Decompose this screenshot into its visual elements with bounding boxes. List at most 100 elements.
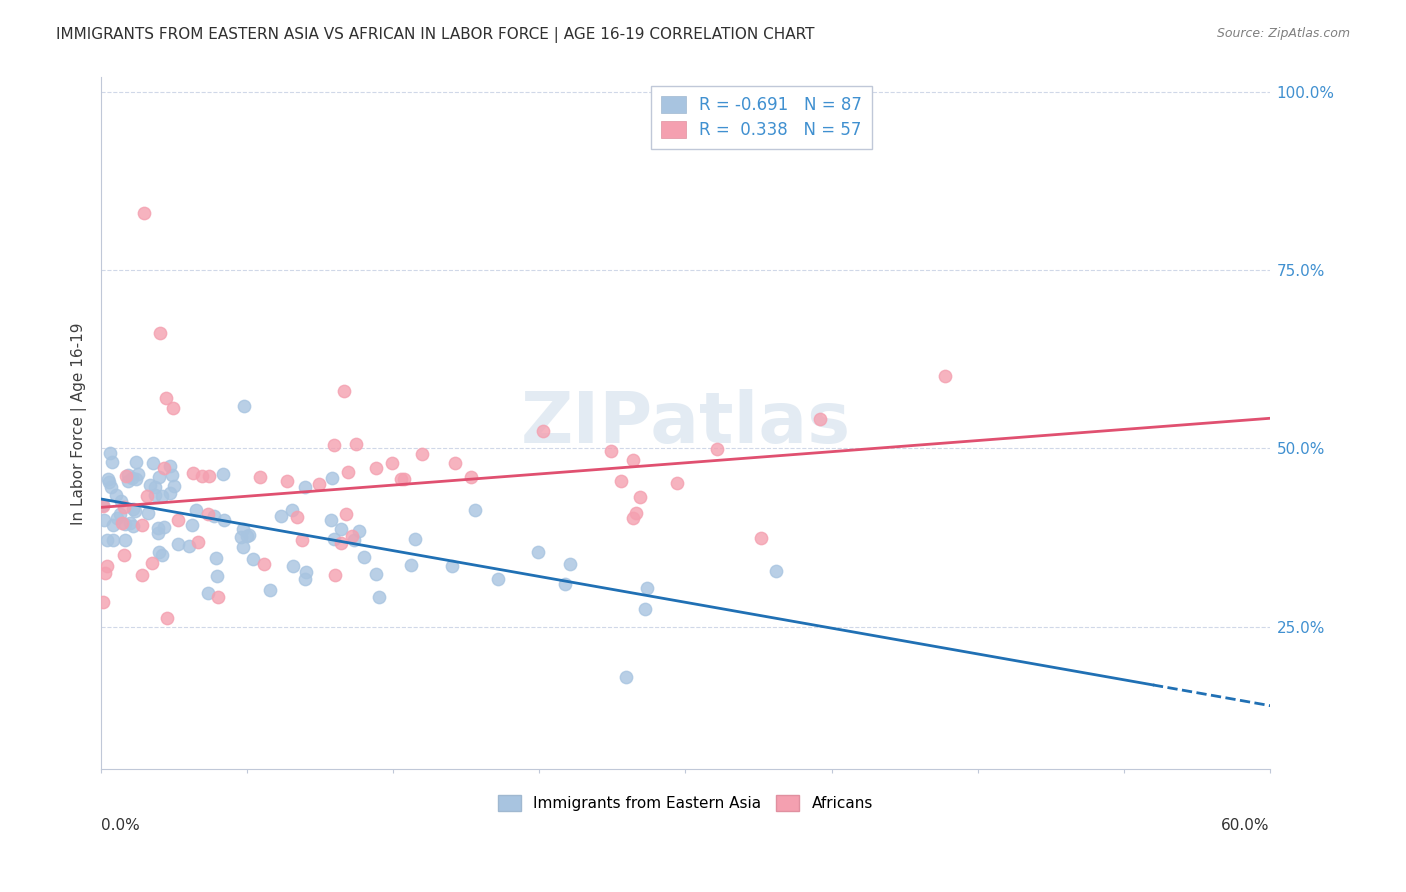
Point bbox=[464, 503, 486, 517]
Point bbox=[336, 465, 359, 479]
Point bbox=[560, 557, 582, 571]
Point bbox=[287, 510, 309, 524]
Text: 0.0%: 0.0% bbox=[101, 818, 139, 833]
Legend: Immigrants from Eastern Asia, Africans: Immigrants from Eastern Asia, Africans bbox=[492, 789, 879, 817]
Point bbox=[353, 549, 375, 564]
Point bbox=[212, 467, 235, 481]
Point bbox=[125, 454, 148, 468]
Point bbox=[93, 513, 115, 527]
Point bbox=[628, 490, 651, 504]
Point bbox=[159, 459, 181, 474]
Point bbox=[232, 522, 254, 536]
Point bbox=[148, 469, 170, 483]
Point bbox=[143, 488, 166, 502]
Point bbox=[97, 475, 120, 490]
Point bbox=[148, 545, 170, 559]
Point bbox=[765, 565, 787, 579]
Point bbox=[121, 502, 143, 516]
Point bbox=[229, 530, 252, 544]
Point bbox=[122, 518, 145, 533]
Point bbox=[636, 581, 658, 595]
Point bbox=[105, 511, 128, 525]
Point bbox=[335, 507, 357, 521]
Point bbox=[91, 499, 114, 513]
Point bbox=[97, 472, 120, 486]
Point bbox=[100, 454, 122, 468]
Point bbox=[621, 452, 644, 467]
Point bbox=[259, 582, 281, 597]
Point bbox=[600, 443, 623, 458]
Point bbox=[117, 474, 139, 488]
Point bbox=[319, 513, 342, 527]
Point bbox=[238, 527, 260, 541]
Point bbox=[143, 480, 166, 494]
Point bbox=[444, 456, 467, 470]
Point bbox=[110, 493, 132, 508]
Point bbox=[162, 401, 184, 415]
Point bbox=[132, 206, 155, 220]
Point bbox=[135, 489, 157, 503]
Point bbox=[96, 533, 118, 547]
Point bbox=[253, 557, 276, 571]
Point bbox=[810, 412, 832, 426]
Point bbox=[181, 466, 204, 480]
Point bbox=[207, 591, 229, 605]
Point bbox=[112, 548, 135, 562]
Point bbox=[330, 536, 353, 550]
Point bbox=[531, 424, 554, 438]
Point bbox=[152, 549, 174, 563]
Point bbox=[112, 500, 135, 514]
Point bbox=[204, 550, 226, 565]
Point bbox=[389, 472, 412, 486]
Point bbox=[152, 489, 174, 503]
Point bbox=[155, 391, 177, 405]
Point bbox=[152, 520, 174, 534]
Point bbox=[294, 572, 316, 586]
Point bbox=[121, 471, 143, 485]
Point bbox=[322, 533, 344, 547]
Point bbox=[706, 442, 728, 457]
Point bbox=[91, 595, 114, 609]
Point bbox=[146, 521, 169, 535]
Point bbox=[294, 480, 316, 494]
Point bbox=[368, 590, 391, 604]
Point bbox=[634, 601, 657, 615]
Point bbox=[486, 572, 509, 586]
Point bbox=[527, 545, 550, 559]
Point bbox=[347, 524, 370, 538]
Point bbox=[202, 508, 225, 523]
Point bbox=[198, 468, 221, 483]
Point bbox=[249, 470, 271, 484]
Point bbox=[366, 461, 388, 475]
Y-axis label: In Labor Force | Age 16-19: In Labor Force | Age 16-19 bbox=[72, 322, 87, 524]
Point bbox=[236, 529, 259, 543]
Point bbox=[614, 670, 637, 684]
Point bbox=[295, 566, 318, 580]
Point bbox=[120, 516, 142, 530]
Point bbox=[187, 535, 209, 549]
Point bbox=[100, 480, 122, 494]
Point bbox=[131, 567, 153, 582]
Point bbox=[281, 503, 304, 517]
Point bbox=[441, 559, 464, 574]
Point bbox=[343, 533, 366, 547]
Point bbox=[934, 369, 956, 384]
Point bbox=[131, 518, 153, 533]
Text: IMMIGRANTS FROM EASTERN ASIA VS AFRICAN IN LABOR FORCE | AGE 16-19 CORRELATION C: IMMIGRANTS FROM EASTERN ASIA VS AFRICAN … bbox=[56, 27, 814, 43]
Point bbox=[381, 456, 404, 470]
Point bbox=[197, 507, 219, 521]
Point bbox=[91, 499, 114, 513]
Point bbox=[110, 507, 132, 521]
Point bbox=[104, 488, 127, 502]
Point bbox=[399, 558, 422, 572]
Point bbox=[329, 522, 352, 536]
Point bbox=[291, 533, 314, 548]
Point bbox=[136, 506, 159, 520]
Text: ZIPatlas: ZIPatlas bbox=[520, 389, 851, 458]
Point bbox=[167, 513, 190, 527]
Point bbox=[364, 567, 387, 582]
Point bbox=[276, 474, 298, 488]
Point bbox=[323, 438, 346, 452]
Point bbox=[155, 610, 177, 624]
Point bbox=[404, 533, 426, 547]
